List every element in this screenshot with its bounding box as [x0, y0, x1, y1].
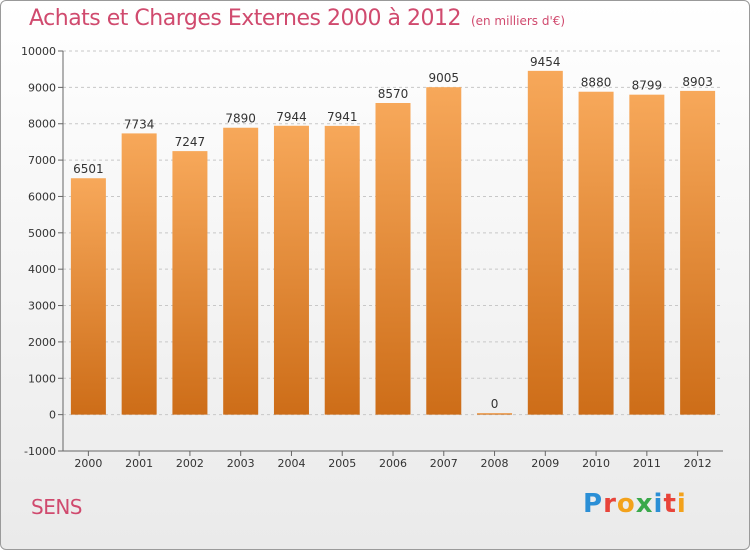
bar: [223, 127, 259, 415]
bar: [680, 90, 716, 415]
logo-letter: P: [583, 489, 604, 519]
data-label: 7734: [124, 117, 155, 131]
axes: -1000 0 1000 2000 3000 4000 5000 6000 7000 8000 90…: [21, 45, 723, 470]
y-tick-label: 9000: [28, 81, 56, 94]
y-tick-label: 3000: [28, 300, 56, 313]
bar: [70, 178, 106, 415]
x-tick-label: 2002: [176, 457, 204, 470]
data-label: 9005: [428, 71, 459, 85]
bar: [273, 125, 309, 415]
bar: [629, 94, 665, 415]
data-label: 8880: [581, 76, 612, 90]
x-tick-label: 2010: [582, 457, 610, 470]
data-labels: 6501 7734 7247 7890 7944 7941 8570 9005 0 9454 888…: [73, 55, 713, 411]
bar: [426, 87, 462, 415]
x-tick-label: 2000: [74, 457, 102, 470]
y-tick-label: 4000: [28, 263, 56, 276]
y-tick-label: 8000: [28, 118, 56, 131]
y-tick-label: 6000: [28, 190, 56, 203]
x-tick-label: 2001: [125, 457, 153, 470]
logo-letter: i: [676, 489, 687, 519]
bar: [477, 413, 513, 415]
bar: [527, 70, 563, 415]
y-tick-label: 7000: [28, 154, 56, 167]
data-label: 9454: [530, 55, 561, 69]
data-label: 7944: [276, 110, 307, 124]
data-label: 8570: [378, 87, 409, 101]
data-label: 7247: [175, 135, 206, 149]
x-tick-label: 2012: [684, 457, 712, 470]
bars: [70, 70, 716, 415]
x-tick-label: 2003: [227, 457, 255, 470]
y-tick-label: 1000: [28, 372, 56, 385]
logo-letter: i: [653, 489, 664, 519]
y-tick-label: 2000: [28, 336, 56, 349]
data-label: 6501: [73, 162, 104, 176]
logo-letter: t: [663, 489, 677, 519]
logo-letter: o: [616, 489, 636, 519]
x-tick-label: 2008: [481, 457, 509, 470]
unit-label: (en milliers d'€): [470, 14, 566, 28]
x-tick-label: 2007: [430, 457, 458, 470]
bar: [121, 133, 157, 415]
data-label: 8903: [682, 75, 713, 89]
bar: [324, 125, 360, 415]
chart-title: Achats et Charges Externes 2000 à 2012 (e…: [29, 6, 565, 31]
x-tick-label: 2006: [379, 457, 407, 470]
data-label: 8799: [632, 79, 663, 93]
location-label: SENS: [31, 495, 83, 519]
y-tick-label: 0: [49, 409, 56, 422]
bar: [578, 91, 614, 415]
title-text: Achats et Charges Externes 2000 à 2012: [29, 6, 461, 31]
data-label: 7890: [225, 112, 256, 126]
bar: [375, 103, 411, 415]
logo-letter: x: [635, 489, 654, 519]
data-label: 7941: [327, 110, 358, 124]
y-tick-label: 5000: [28, 227, 56, 240]
x-tick-label: 2009: [531, 457, 559, 470]
x-tick-label: 2005: [328, 457, 356, 470]
y-tick-label: -1000: [24, 445, 56, 458]
y-tick-label: 10000: [21, 45, 56, 58]
proxiti-logo: Proxiti: [583, 489, 687, 519]
bar: [172, 151, 208, 415]
x-tick-label: 2011: [633, 457, 661, 470]
data-label: 0: [491, 397, 499, 411]
x-tick-label: 2004: [277, 457, 305, 470]
logo-letter: r: [603, 489, 617, 519]
